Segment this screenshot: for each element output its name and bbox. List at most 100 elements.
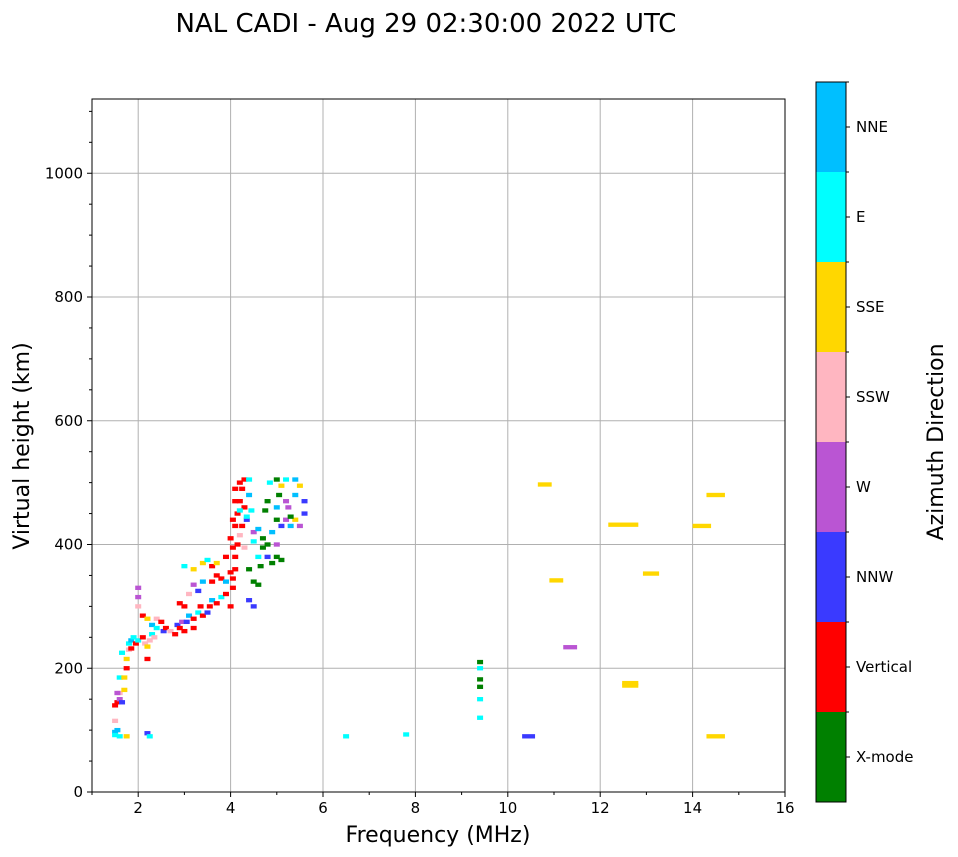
data-point-e — [116, 675, 123, 680]
data-point-x-mode — [287, 514, 294, 519]
data-point-sse — [123, 656, 130, 662]
data-point-nne — [292, 477, 299, 482]
x-tick-label: 14 — [683, 799, 702, 817]
colorbar-segment-nne — [816, 82, 846, 172]
data-point-e — [112, 732, 119, 738]
data-point-vertical — [239, 486, 246, 491]
data-point-x-mode — [250, 579, 257, 584]
data-point-sse — [121, 675, 128, 680]
colorbar-segment-x-mode — [816, 712, 846, 802]
x-tick-label: 12 — [591, 799, 610, 817]
data-point-vertical — [234, 542, 241, 547]
data-point-sse — [706, 734, 725, 739]
data-point-nnw — [522, 734, 536, 739]
data-point-nnw — [144, 731, 151, 736]
data-point-e — [130, 635, 137, 640]
data-point-vertical — [232, 567, 239, 572]
data-point-sse — [296, 483, 303, 488]
data-point-e — [243, 514, 250, 519]
data-point-w — [285, 505, 292, 510]
data-point-vertical — [112, 703, 119, 708]
data-point-nnw — [174, 622, 181, 628]
data-point-nne — [128, 638, 135, 643]
colorbar-label: Azimuth Direction — [924, 343, 949, 540]
data-point-vertical — [236, 499, 243, 504]
data-point-ssw — [142, 641, 149, 646]
data-point-vertical — [241, 477, 248, 482]
data-point-ssw — [135, 604, 142, 609]
data-point-vertical — [213, 601, 220, 606]
data-point-vertical — [227, 570, 234, 575]
data-point-e — [119, 650, 126, 655]
data-point-e — [146, 734, 153, 739]
data-point-x-mode — [278, 557, 285, 563]
data-point-vertical — [209, 563, 216, 569]
data-point-vertical — [172, 632, 179, 637]
data-point-ssw — [146, 638, 153, 643]
data-point-nnw — [301, 499, 308, 504]
data-point-w — [273, 542, 280, 547]
data-point-w — [563, 645, 578, 650]
data-point-e — [343, 734, 350, 739]
data-point-ssw — [236, 533, 243, 538]
data-point-x-mode — [264, 499, 271, 504]
data-point-vertical — [227, 604, 234, 609]
data-point-nnw — [183, 619, 190, 625]
data-point-nnw — [301, 511, 308, 516]
colorbar: X-mode Vertical NNW W SSW SSE E NNE — [815, 81, 913, 803]
data-point-nne — [273, 505, 280, 510]
data-point-vertical — [234, 511, 241, 516]
grid — [92, 99, 786, 793]
data-point-e — [255, 554, 262, 560]
data-point-e — [218, 594, 225, 600]
colorbar-segment-e — [816, 172, 846, 262]
colorbar-segment-sse — [816, 262, 846, 352]
data-point-x-mode — [262, 508, 269, 513]
data-point-x-mode — [257, 563, 264, 569]
data-point-x-mode — [259, 536, 266, 541]
data-point-x-mode — [276, 492, 283, 498]
x-axis-label: Frequency (MHz) — [346, 823, 531, 848]
data-point-nnw — [195, 588, 202, 594]
data-point-w — [250, 529, 257, 535]
colorbar-frame — [815, 81, 847, 803]
data-point-nnw — [119, 700, 126, 705]
data-point-nnw — [204, 610, 211, 615]
data-point-sse — [537, 482, 552, 487]
data-point-e — [236, 508, 243, 513]
data-point-sse — [549, 578, 564, 583]
data-point-sse — [190, 567, 197, 572]
data-point-nne — [209, 598, 216, 603]
data-point-vertical — [232, 523, 239, 529]
y-tick-label: 1000 — [45, 164, 83, 182]
data-point-ssw — [151, 635, 158, 640]
data-point-e — [181, 563, 188, 569]
data-point-e — [403, 732, 410, 737]
data-point-vertical — [222, 591, 229, 597]
colorbar-label-w: W — [856, 478, 871, 496]
data-point-x-mode — [477, 684, 484, 689]
data-point-ssw — [167, 628, 174, 634]
data-point-vertical — [197, 604, 204, 609]
y-tick-label: 0 — [73, 783, 83, 801]
data-point-e — [116, 734, 123, 739]
data-point-e — [477, 715, 484, 720]
data-point-vertical — [139, 635, 146, 640]
data-point-nnw — [160, 628, 167, 634]
data-point-w — [179, 619, 186, 625]
data-point-sse — [123, 734, 130, 739]
x-tick-label: 2 — [133, 799, 143, 817]
data-point-vertical — [190, 625, 197, 631]
data-point-w — [283, 517, 290, 522]
data-point-e — [135, 638, 142, 643]
data-point-e — [195, 610, 202, 615]
data-point-vertical — [181, 628, 188, 634]
data-point-vertical — [199, 613, 206, 618]
data-point-ssw — [153, 616, 160, 621]
data-points — [112, 477, 725, 739]
data-point-vertical — [190, 616, 197, 621]
data-point-sse — [121, 687, 128, 693]
data-point-e — [266, 480, 273, 485]
x-tick-label: 16 — [775, 799, 794, 817]
data-point-w — [135, 594, 142, 600]
